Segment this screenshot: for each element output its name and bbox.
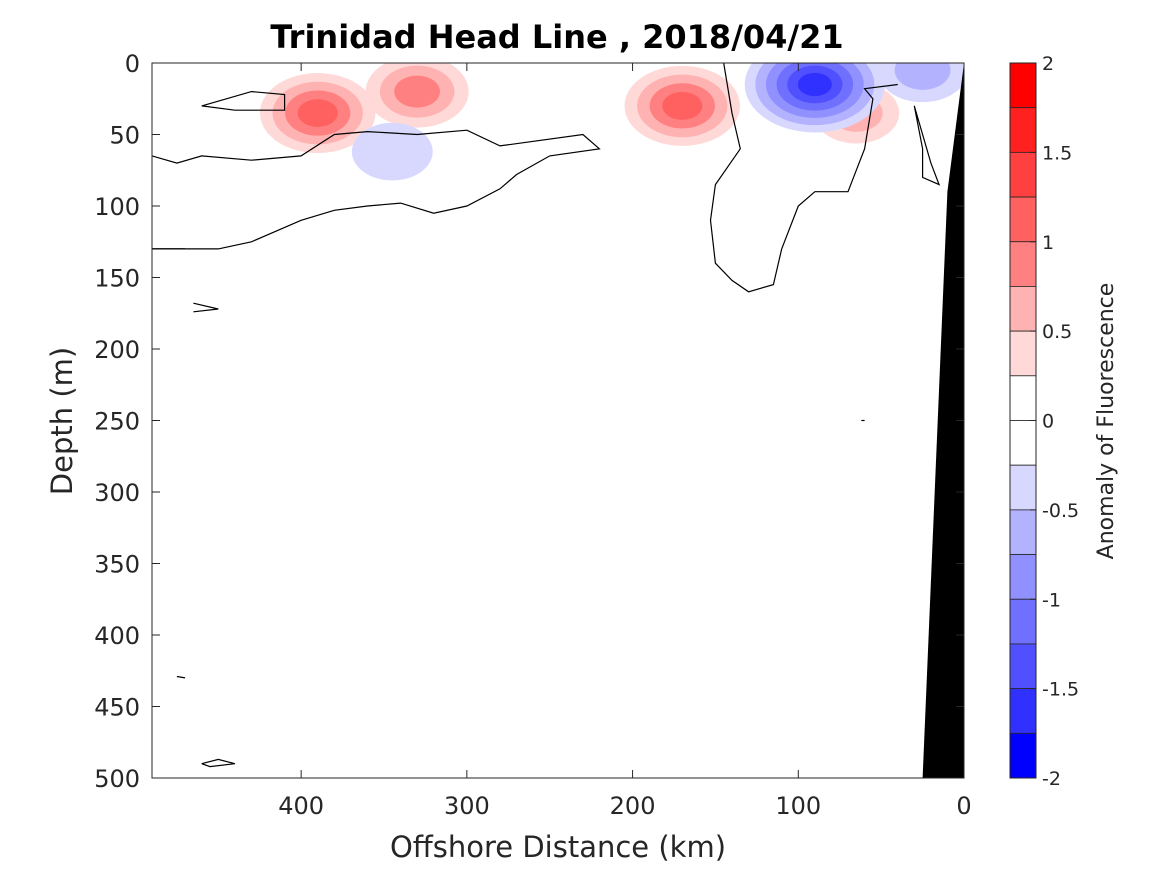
- zero-contour-7: [201, 758, 236, 768]
- x-tick-label-2: 200: [610, 792, 656, 820]
- colorbar-tick-label-3: 0.5: [1042, 321, 1072, 343]
- colorbar-tick-label-4: 0: [1042, 411, 1054, 433]
- x-tick-label-3: 100: [775, 792, 821, 820]
- plot-area: [151, 62, 965, 779]
- colorbar-band-12: [1009, 598, 1037, 645]
- colorbar-band-4: [1009, 241, 1037, 287]
- colorbar-band-3: [1009, 196, 1037, 243]
- colorbar-band-11: [1009, 554, 1037, 600]
- zero-contour-5: [193, 302, 219, 313]
- y-tick-label-6: 300: [94, 479, 140, 507]
- colorbar-band-8: [1009, 420, 1037, 466]
- zero-contour-0: [152, 129, 601, 250]
- colorbar-tick-label-2: 1: [1042, 232, 1054, 254]
- colorbar-band-9: [1009, 464, 1037, 511]
- positive-anomaly-2-level-4: [662, 91, 703, 120]
- y-tick-label-9: 450: [94, 694, 140, 722]
- colorbar-tick-label-5: -0.5: [1042, 500, 1079, 522]
- y-axis: 0 50 100 150 200 250 300 350 400 450 500: [94, 50, 964, 793]
- colorbar-band-2: [1009, 151, 1037, 198]
- colorbar-tick-label-1: 1.5: [1042, 142, 1072, 164]
- colorbar-bands: [1009, 62, 1037, 779]
- negative-anomaly-2-level-1: [351, 122, 433, 181]
- plot-background: [152, 63, 964, 778]
- x-tick-label-0: 400: [278, 792, 324, 820]
- x-tick-label-1: 300: [444, 792, 490, 820]
- x-axis-label: Offshore Distance (km): [390, 830, 726, 864]
- colorbar-tick-label-0: 2: [1042, 53, 1054, 75]
- colorbar-band-0: [1009, 62, 1037, 109]
- colorbar-band-14: [1009, 688, 1037, 734]
- x-tick-label-4: 0: [956, 792, 971, 820]
- colorbar-label: Anomaly of Fluorescence: [1094, 283, 1119, 560]
- y-tick-label-4: 200: [94, 336, 140, 364]
- anomaly-fill-layer: [259, 63, 964, 181]
- positive-anomaly-1-level-3: [394, 75, 441, 108]
- y-tick-label-10: 500: [94, 765, 140, 793]
- colorbar: 2 1.5 1 0.5 0 -0.5 -1 -1.5 -2 Anomaly of Fluores…: [1009, 53, 1119, 790]
- zero-contour-layer: [152, 63, 941, 768]
- colorbar-ticks: 2 1.5 1 0.5 0 -0.5 -1 -1.5 -2: [1030, 53, 1079, 790]
- land-shelf: [922, 63, 964, 778]
- y-axis-label: Depth (m): [45, 347, 79, 495]
- colorbar-tick-label-7: -1.5: [1042, 679, 1079, 701]
- y-tick-label-1: 50: [109, 122, 140, 150]
- colorbar-tick-label-8: -2: [1042, 768, 1061, 790]
- colorbar-band-15: [1009, 732, 1037, 779]
- zero-contour-6: [176, 675, 186, 679]
- colorbar-band-5: [1009, 286, 1037, 332]
- land-layer: [922, 63, 964, 778]
- zero-contour-4: [913, 105, 941, 186]
- positive-anomaly-0-level-4: [297, 99, 338, 127]
- colorbar-band-13: [1009, 643, 1037, 690]
- y-tick-label-7: 350: [94, 551, 140, 579]
- colorbar-band-1: [1009, 107, 1037, 153]
- negative-anomaly-1-level-2: [894, 63, 951, 90]
- y-tick-label-3: 150: [94, 265, 140, 293]
- x-axis: 400 300 200 100 0: [278, 63, 972, 820]
- y-tick-label-0: 0: [125, 50, 140, 78]
- zero-contour-3: [709, 63, 898, 293]
- y-tick-label-2: 100: [94, 193, 140, 221]
- colorbar-band-6: [1009, 330, 1037, 377]
- y-tick-label-5: 250: [94, 408, 140, 436]
- chart-title: Trinidad Head Line , 2018/04/21: [270, 18, 843, 56]
- zero-contour-1: [201, 90, 286, 111]
- colorbar-band-7: [1009, 375, 1037, 421]
- colorbar-band-10: [1009, 509, 1037, 555]
- colorbar-tick-label-6: -1: [1042, 589, 1061, 611]
- y-tick-label-8: 400: [94, 622, 140, 650]
- negative-anomaly-0-level-6: [797, 72, 832, 97]
